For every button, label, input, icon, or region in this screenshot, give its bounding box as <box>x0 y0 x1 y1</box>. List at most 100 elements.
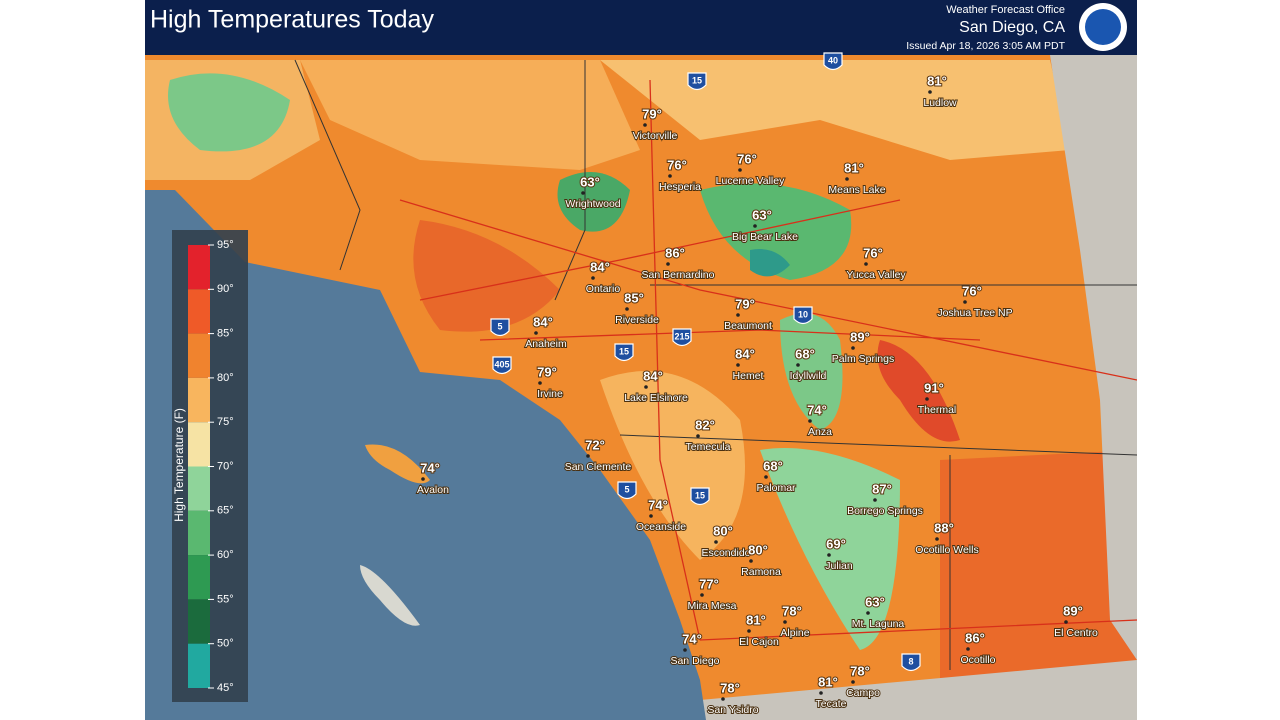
city-name: Palm Springs <box>832 353 894 365</box>
city-name: Campo <box>846 687 880 699</box>
city-name: El Centro <box>1054 627 1098 639</box>
city-dot <box>714 540 718 544</box>
city-dot <box>736 363 740 367</box>
city-temp: 74° <box>648 497 668 512</box>
highway-number: 5 <box>497 321 502 331</box>
legend-swatch <box>188 599 210 644</box>
city-dot <box>736 313 740 317</box>
map-background <box>145 0 1137 720</box>
highway-shield <box>614 343 634 362</box>
city-name: Lucerne Valley <box>716 175 785 187</box>
city-name: Mira Mesa <box>687 600 736 612</box>
city-temp: 89° <box>1063 603 1083 618</box>
city-name: Anza <box>808 426 832 438</box>
legend: High Temperature (F) 95° 90° 85° 80° 75° 70° 6… <box>172 230 248 702</box>
city-name: El Cajon <box>739 636 779 648</box>
city-dot <box>421 477 425 481</box>
legend-tick-label: 60° <box>217 549 234 561</box>
city-dot <box>764 475 768 479</box>
highway-number: 5 <box>624 484 629 494</box>
city-temp: 69° <box>826 536 846 551</box>
city-dot <box>700 593 704 597</box>
nws-logo-inner <box>1085 9 1121 45</box>
city-temp: 86° <box>665 245 685 260</box>
city-name: Ramona <box>741 566 781 578</box>
city-name: Riverside <box>615 314 659 326</box>
city-dot <box>753 224 757 228</box>
city-temp: 78° <box>850 663 870 678</box>
highways: 40 15 10 215 5 405 15 5 15 8 <box>490 52 921 672</box>
city-name: San Clemente <box>565 461 632 473</box>
city-temp: 63° <box>865 594 885 609</box>
highway-shield <box>490 318 510 337</box>
legend-tick-label: 70° <box>217 460 234 472</box>
city-dot <box>749 559 753 563</box>
city-name: Borrego Springs <box>847 505 923 517</box>
highway-number: 15 <box>692 75 702 85</box>
city-temp: 88° <box>934 520 954 535</box>
city-dot <box>963 300 967 304</box>
legend-swatch <box>188 555 210 600</box>
city-dot <box>668 174 672 178</box>
city-dot <box>649 514 653 518</box>
city-dot <box>721 697 725 701</box>
city-dot <box>581 191 585 195</box>
city-name: Beaumont <box>724 320 772 332</box>
city-dot <box>538 381 542 385</box>
city-name: Temecula <box>686 441 731 453</box>
legend-tick-label: 75° <box>217 416 234 428</box>
city-dot <box>864 262 868 266</box>
city-name: Hemet <box>733 370 764 382</box>
city-temp: 78° <box>782 603 802 618</box>
legend-swatch <box>188 245 210 290</box>
city-name: Ocotillo Wells <box>915 544 978 556</box>
city-name: Anaheim <box>525 338 567 350</box>
highway-number: 10 <box>798 309 808 319</box>
highway-shield <box>492 356 512 375</box>
legend-swatch <box>188 643 210 688</box>
city-dot <box>747 629 751 633</box>
city-temp: 85° <box>624 290 644 305</box>
city-name: Idyllwild <box>790 370 827 382</box>
city-name: Hesperia <box>659 181 701 193</box>
city-dot <box>586 454 590 458</box>
highway-number: 405 <box>494 359 509 369</box>
highway-shield <box>617 481 637 500</box>
city-name: Joshua Tree NP <box>937 307 1012 319</box>
city-temp: 76° <box>737 151 757 166</box>
city-dot <box>643 123 647 127</box>
city-name: San Ysidro <box>707 704 758 716</box>
city-name: San Diego <box>670 655 719 667</box>
city-temp: 80° <box>713 523 733 538</box>
title: High Temperatures Today <box>150 6 434 34</box>
city-temp: 81° <box>746 612 766 627</box>
city-temp: 68° <box>763 458 783 473</box>
city-dot <box>738 168 742 172</box>
city-name: Ontario <box>586 283 621 295</box>
city-name: Ludlow <box>923 97 957 109</box>
office: Weather Forecast Office <box>946 4 1065 16</box>
city-temp: 77° <box>699 576 719 591</box>
city-name: Escondido <box>701 547 750 559</box>
city-temp: 76° <box>962 283 982 298</box>
legend-swatch <box>188 333 210 378</box>
city-name: Julian <box>825 560 853 572</box>
legend-swatch <box>188 466 210 511</box>
city-temp: 74° <box>420 460 440 475</box>
city-dot <box>851 346 855 350</box>
city-name: Oceanside <box>636 521 686 533</box>
legend-tick-label: 85° <box>217 328 234 340</box>
city-temp: 91° <box>924 380 944 395</box>
city-temp: 63° <box>580 174 600 189</box>
legend-swatch <box>188 289 210 334</box>
city-temp: 76° <box>667 157 687 172</box>
city-name: Mt. Laguna <box>852 618 905 630</box>
highway-shield <box>687 72 707 91</box>
city-dot <box>873 498 877 502</box>
city-name: Alpine <box>780 627 809 639</box>
city-name: Irvine <box>537 388 563 400</box>
highway-number: 40 <box>828 55 838 65</box>
legend-tick-label: 55° <box>217 593 234 605</box>
city-temp: 87° <box>872 481 892 496</box>
